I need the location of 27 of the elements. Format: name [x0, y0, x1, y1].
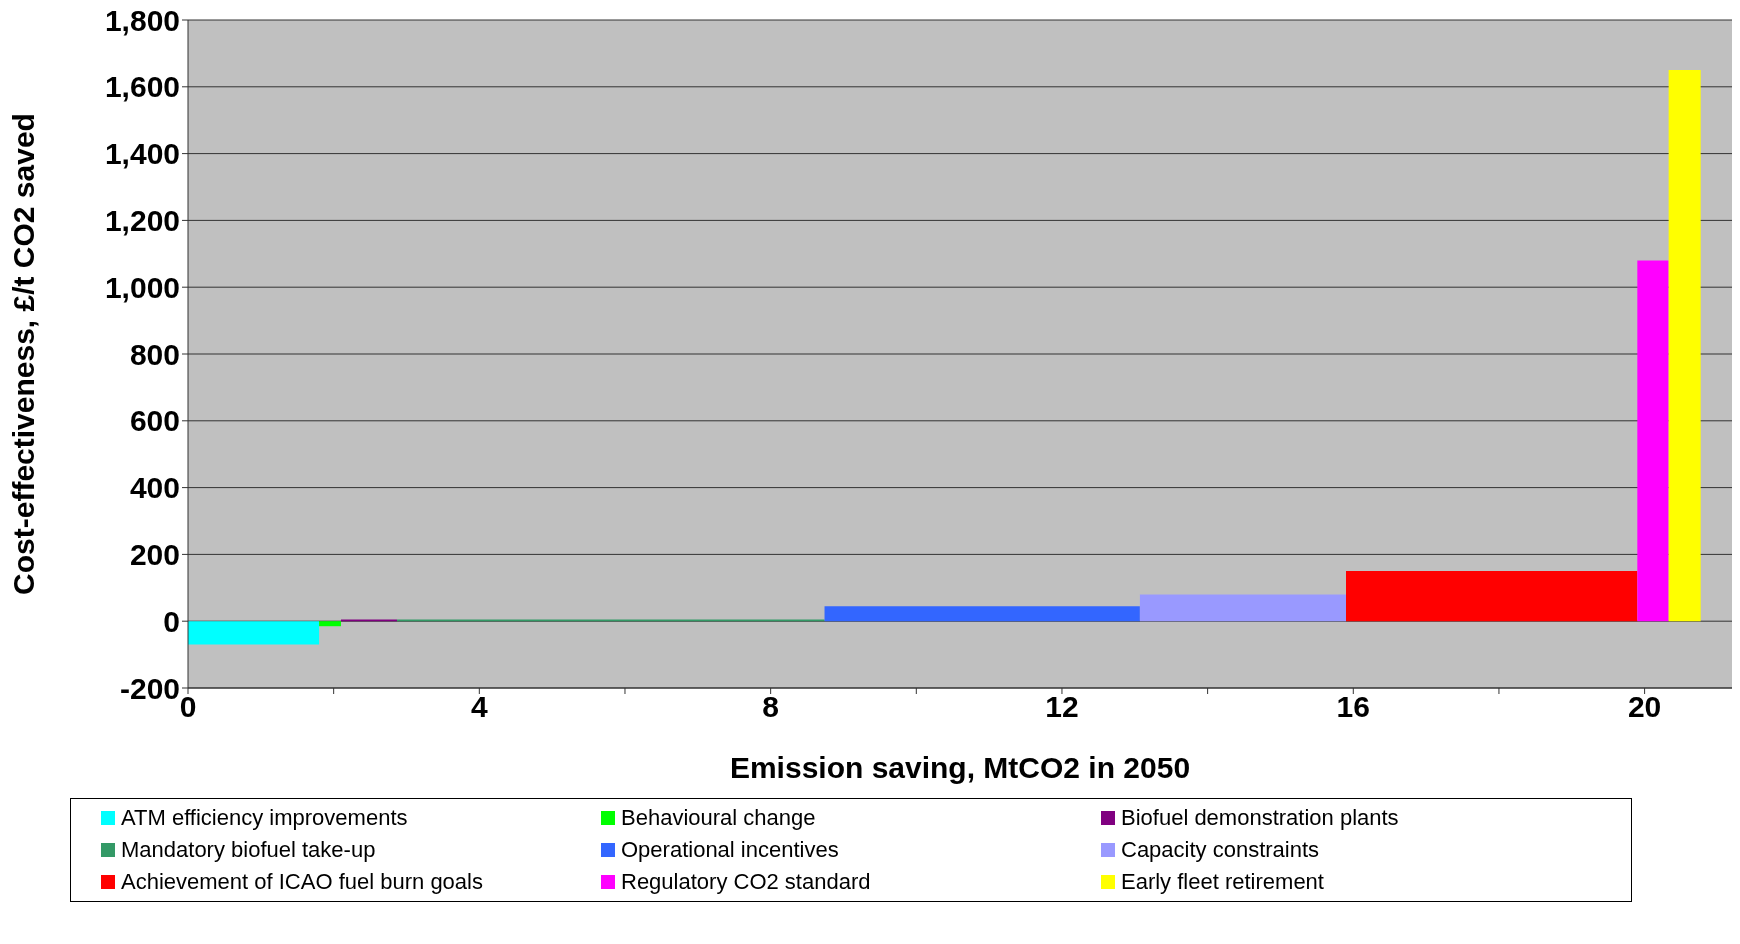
y-tick-label: 800	[129, 337, 180, 371]
y-tick-label: 1,400	[104, 137, 180, 171]
y-axis-title: Cost-effectiveness, £/t CO2 saved	[6, 113, 40, 595]
legend-label: Operational incentives	[621, 837, 839, 863]
legend-label: Achievement of ICAO fuel burn goals	[121, 869, 483, 895]
legend-label: Behavioural change	[621, 805, 816, 831]
legend-label: Capacity constraints	[1121, 837, 1320, 863]
y-tick-label: 0	[163, 604, 180, 638]
x-tick-label: 8	[762, 690, 779, 724]
legend-label: Mandatory biofuel take-up	[121, 837, 376, 863]
x-tick-label: 16	[1336, 690, 1370, 724]
y-tick-label: 1,800	[104, 3, 180, 37]
x-axis-title: Emission saving, MtCO2 in 2050	[729, 751, 1191, 784]
legend-label: Biofuel demonstration plants	[1121, 805, 1399, 831]
legend-label: Regulatory CO2 standard	[621, 869, 871, 895]
x-tick-label: 12	[1045, 690, 1079, 724]
y-tick-label: -200	[119, 671, 180, 705]
y-tick-label: 600	[129, 404, 180, 438]
legend-label: ATM efficiency improvements	[121, 805, 408, 831]
y-tick-label: 1,600	[104, 70, 180, 104]
x-tick-label: 20	[1627, 690, 1662, 724]
x-tick-label: 4	[470, 690, 488, 724]
legend-label: Early fleet retirement	[1121, 869, 1324, 895]
y-tick-label: 200	[129, 538, 180, 572]
y-tick-label: 1,200	[104, 204, 180, 238]
y-tick-label: 1,000	[104, 270, 180, 304]
y-tick-label: 400	[129, 471, 180, 505]
